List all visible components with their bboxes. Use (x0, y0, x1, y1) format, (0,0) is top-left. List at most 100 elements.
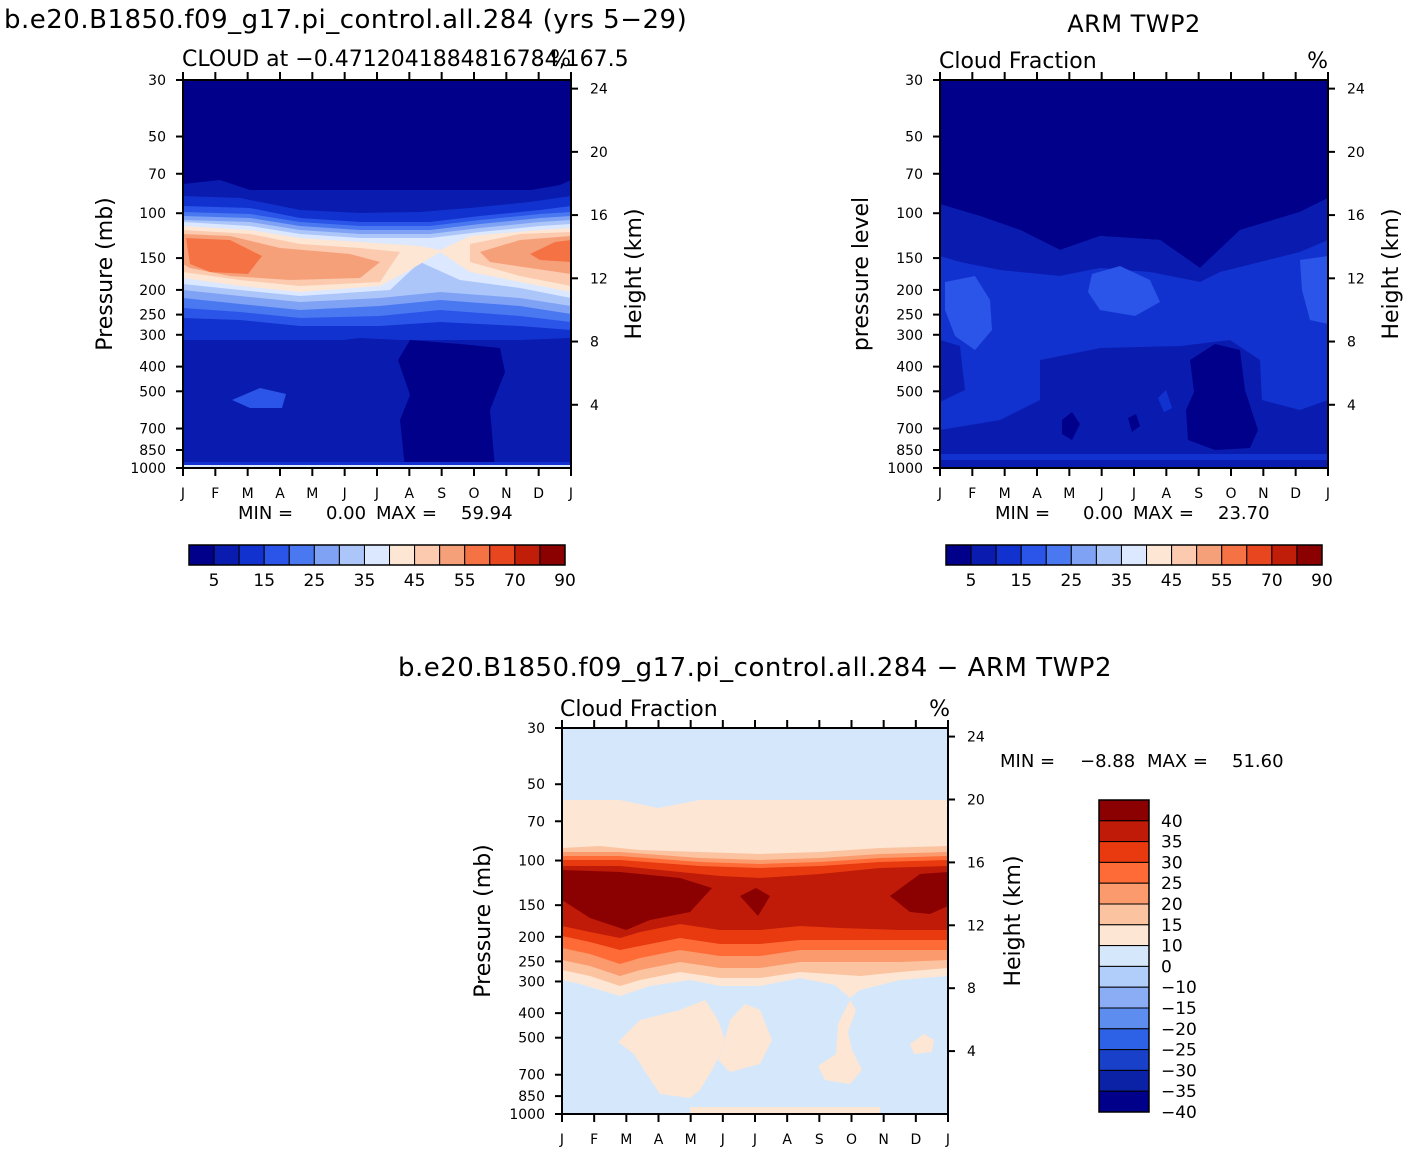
colorbar-swatch (1098, 1028, 1150, 1051)
y2-tick-label: 24 (967, 730, 985, 746)
colorbar-swatch (1098, 861, 1150, 884)
panel-obs-colorbar: 5 15 25 35 45 55 70 90 (945, 544, 1333, 591)
colorbar-swatch (213, 544, 240, 566)
x-tick-label: N (1258, 486, 1268, 502)
y-tick-label: 30 (527, 721, 545, 737)
y-tick-label: 850 (896, 443, 923, 459)
colorbar-swatch (1045, 544, 1072, 566)
y-tick-label: 400 (896, 360, 923, 376)
x-tick-label: S (815, 1132, 824, 1148)
max-value: 23.70 (1218, 503, 1270, 524)
panel-obs-ylabel-right: Height (km) (1379, 208, 1404, 339)
panel-model-minmax: MIN = 0.00 MAX = 59.94 (238, 503, 513, 524)
colorbar-swatch (1098, 986, 1150, 1009)
colorbar-swatch (288, 544, 315, 566)
x-tick-label: N (501, 486, 511, 502)
y-tick-label: 100 (139, 206, 166, 222)
max-label: MAX = (1133, 503, 1194, 524)
colorbar-label: −25 (1161, 1041, 1197, 1061)
colorbar-swatch (489, 544, 516, 566)
panel-obs-contours (940, 80, 1328, 468)
y-tick-label: 50 (527, 777, 545, 793)
y2-tick-label: 16 (590, 208, 608, 224)
contour-fill (818, 1000, 862, 1084)
x-tick-label: S (1194, 486, 1203, 502)
contour-fill (940, 80, 1328, 268)
contour-fill (183, 465, 571, 468)
y-tick-label: 700 (139, 422, 166, 438)
contour-fill (186, 238, 262, 274)
colorbar-label: −30 (1161, 1061, 1197, 1081)
x-tick-label: F (590, 1132, 598, 1148)
contour-fill (1300, 256, 1328, 324)
x-tick-label: A (405, 486, 415, 502)
y-tick-label: 1000 (130, 461, 166, 477)
contour-fill (398, 340, 505, 468)
y2-tick-label: 8 (967, 981, 976, 997)
x-tick-label: F (211, 486, 219, 502)
x-tick-label: M (685, 1132, 697, 1148)
colorbar-swatch (514, 544, 541, 566)
max-value: 51.60 (1232, 751, 1284, 772)
colorbar-swatch (1296, 544, 1323, 566)
y-tick-label: 1000 (509, 1107, 545, 1123)
panel-diff-ylabel: Pressure (mb) (471, 844, 496, 998)
contour-fill (890, 872, 948, 914)
x-tick-label: A (1162, 486, 1172, 502)
contour-fill (690, 1107, 880, 1114)
max-label: MAX = (1147, 751, 1208, 772)
colorbar-label: 15 (1161, 916, 1183, 936)
panel-model: b.e20.B1850.f09_g17.pi_control.all.284 (… (4, 5, 687, 591)
contour-fill (300, 338, 420, 390)
colorbar-swatch (1120, 544, 1148, 566)
contour-fill (618, 1000, 772, 1098)
x-tick-label: O (1225, 486, 1236, 502)
colorbar-label: 0 (1161, 957, 1172, 977)
panel-diff-ylabel-right: Height (km) (1001, 855, 1026, 986)
x-tick-label: J (720, 1132, 725, 1148)
colorbar-swatch (414, 544, 441, 566)
x-tick-label: O (468, 486, 479, 502)
y-tick-label: 400 (518, 1006, 545, 1022)
colorbar-swatch (238, 544, 265, 566)
contour-fill (940, 198, 1328, 282)
y2-tick-label: 8 (1347, 335, 1356, 351)
colorbar-label: 70 (1261, 571, 1283, 591)
x-tick-label: A (1032, 486, 1042, 502)
colorbar-label: 15 (1010, 571, 1032, 591)
colorbar-label: 90 (554, 571, 576, 591)
y2-tick-label: 12 (590, 271, 608, 287)
colorbar-swatch (1098, 882, 1150, 905)
contour-fill (183, 408, 410, 468)
contour-fill (740, 888, 770, 916)
colorbar-label: 40 (1161, 812, 1183, 832)
contour-fill (232, 388, 286, 408)
y2-tick-label: 20 (1347, 145, 1365, 161)
y-tick-label: 30 (148, 73, 166, 89)
colorbar-swatch (1095, 544, 1122, 566)
colorbar-label: 70 (504, 571, 526, 591)
colorbar-label: 20 (1161, 895, 1183, 915)
x-tick-label: D (1290, 486, 1301, 502)
x-tick-label: J (1131, 486, 1136, 502)
colorbar-swatch (970, 544, 997, 566)
y-tick-label: 70 (148, 167, 166, 183)
y-tick-label: 300 (518, 974, 545, 990)
x-tick-label: A (654, 1132, 664, 1148)
y2-tick-label: 20 (590, 145, 608, 161)
colorbar-label: 45 (1161, 571, 1183, 591)
colorbar-swatch (1098, 945, 1150, 967)
contour-fill (940, 460, 1328, 468)
min-label: MIN = (995, 503, 1050, 524)
y-tick-label: 400 (139, 360, 166, 376)
y-tick-label: 200 (518, 930, 545, 946)
contour-fill (520, 338, 571, 410)
contour-fill (183, 80, 571, 190)
y-tick-label: 700 (518, 1068, 545, 1084)
panel-diff-title: b.e20.B1850.f09_g17.pi_control.all.284 −… (398, 653, 1112, 683)
panel-obs-axes: 30 50 70 100 150 200 250 300 400 500 700 850 1000 24 2… (887, 72, 1365, 502)
panel-model-units: % (550, 47, 571, 72)
colorbar-label: 35 (1161, 833, 1183, 853)
